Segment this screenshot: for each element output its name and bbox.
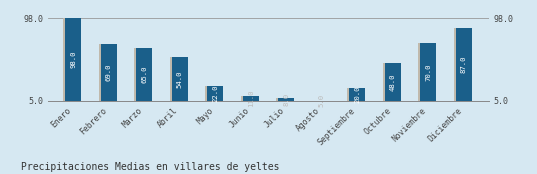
- Bar: [420, 43, 436, 101]
- Text: 5.0: 5.0: [319, 94, 325, 108]
- Text: 65.0: 65.0: [141, 66, 147, 83]
- Bar: [207, 86, 223, 101]
- Text: 11.0: 11.0: [248, 89, 254, 107]
- Bar: [136, 48, 152, 101]
- Bar: [383, 63, 398, 101]
- Text: 98.0: 98.0: [70, 51, 76, 68]
- Bar: [456, 28, 472, 101]
- Bar: [347, 88, 363, 101]
- Text: 87.0: 87.0: [461, 56, 467, 73]
- Bar: [99, 44, 114, 101]
- Text: 48.0: 48.0: [390, 73, 396, 91]
- Bar: [454, 28, 470, 101]
- Text: Precipitaciones Medias en villares de yeltes: Precipitaciones Medias en villares de ye…: [21, 162, 280, 172]
- Bar: [134, 48, 150, 101]
- Bar: [385, 63, 401, 101]
- Bar: [65, 18, 81, 101]
- Text: 20.0: 20.0: [354, 85, 360, 103]
- Bar: [241, 96, 257, 101]
- Bar: [205, 86, 221, 101]
- Bar: [170, 57, 186, 101]
- Bar: [278, 98, 294, 101]
- Bar: [101, 44, 117, 101]
- Bar: [243, 96, 259, 101]
- Bar: [172, 57, 188, 101]
- Text: 54.0: 54.0: [177, 70, 183, 88]
- Bar: [276, 98, 292, 101]
- Text: 69.0: 69.0: [106, 64, 112, 81]
- Text: 70.0: 70.0: [425, 63, 431, 81]
- Bar: [349, 88, 365, 101]
- Bar: [418, 43, 434, 101]
- Text: 8.0: 8.0: [283, 93, 289, 106]
- Bar: [63, 18, 79, 101]
- Text: 22.0: 22.0: [212, 85, 218, 102]
